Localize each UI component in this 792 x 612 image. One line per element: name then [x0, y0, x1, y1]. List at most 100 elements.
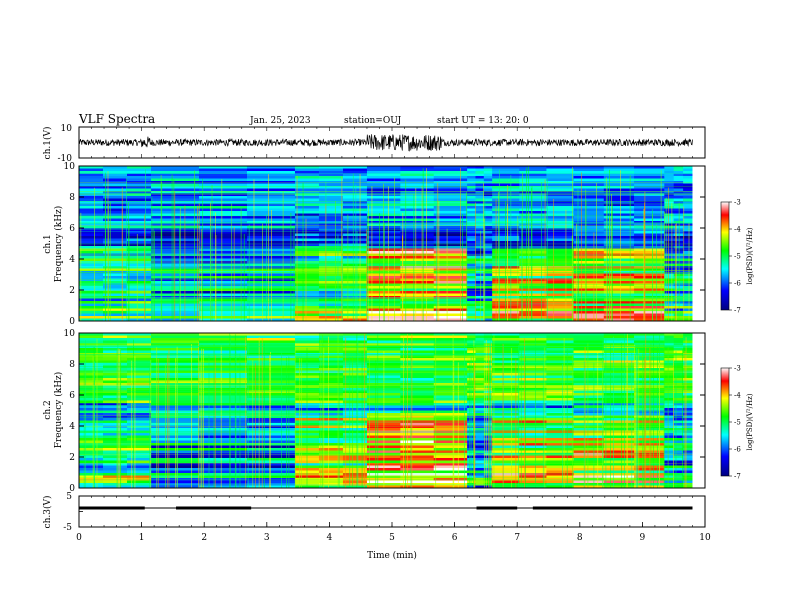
spectrogram-cell [546, 238, 575, 242]
spectrogram-cell [483, 445, 493, 449]
spectrogram-cell [492, 403, 520, 406]
spectrogram-cell [519, 176, 547, 179]
spectrogram-cell [318, 390, 344, 394]
spectrogram-cell [433, 288, 468, 292]
spectrogram-cell [664, 253, 675, 257]
spectrogram-cell [433, 313, 468, 317]
spectrogram-cell [546, 253, 575, 257]
spectrogram-cell [79, 206, 104, 209]
spectrogram-cell [342, 313, 368, 317]
spectrogram-cell [634, 480, 665, 484]
time-tick-label: 6 [452, 533, 458, 543]
spectrogram-cell [492, 186, 520, 189]
date-label: Jan. 25, 2023 [249, 116, 311, 126]
spectrogram-cell [492, 306, 520, 309]
spectrogram-cell [483, 276, 493, 279]
spectrogram-cell [673, 311, 684, 314]
spectrogram-cell [603, 281, 635, 284]
spectrogram-cell [673, 263, 684, 267]
spectrogram-cell [683, 218, 693, 222]
spectrogram-cell [475, 301, 485, 304]
spectrogram-cell [603, 390, 635, 394]
spectrogram-cell [198, 318, 248, 321]
spectrogram-cell [519, 243, 547, 247]
spectrogram-cell [467, 463, 476, 466]
spectrogram-cell [433, 208, 468, 212]
spectrogram-cell [246, 360, 296, 364]
spectrogram-cell [673, 281, 684, 284]
spectrogram-cell [433, 468, 468, 471]
spectrogram-cell [492, 460, 520, 464]
ch3-active-interval [476, 506, 518, 510]
spectrogram-cell [342, 475, 368, 479]
spectrogram-cell [673, 221, 684, 224]
spectrogram-cell [198, 423, 248, 426]
spectrogram-cell [492, 438, 520, 441]
spectrogram-cell [246, 206, 296, 209]
spectrogram-cell [400, 173, 435, 177]
spectrogram-cell [433, 216, 468, 219]
spectrogram-cell [603, 176, 635, 179]
time-tick-label: 5 [389, 533, 395, 543]
spectrogram-cell [673, 333, 684, 336]
spectrogram-cell [573, 291, 605, 294]
spectrogram-cell [603, 236, 635, 239]
spectrogram-cell [634, 398, 665, 401]
spectrogram-cell [79, 318, 104, 321]
spectrogram-cell [318, 400, 344, 404]
spectrogram-cell [366, 178, 401, 182]
spectrogram-cell [102, 318, 128, 321]
spectrogram-cell [433, 173, 468, 177]
spectrogram-cell [573, 375, 605, 379]
spectrogram-cell [342, 191, 368, 194]
spectrogram-cell [475, 405, 485, 409]
spectrogram-cell [467, 338, 476, 341]
spectrogram-cell [673, 228, 684, 232]
spectrogram-cell [198, 365, 248, 369]
spectrogram-cell [483, 398, 493, 401]
spectrogram-cell [475, 241, 485, 244]
spectrogram-cell [150, 166, 200, 169]
spectrogram-cell [150, 268, 200, 272]
spectrogram-cell [294, 343, 320, 346]
spectrogram-cell [467, 268, 476, 272]
spectrogram-cell [634, 221, 665, 224]
spectrogram-cell [683, 236, 693, 239]
spectrogram-cell [519, 218, 547, 222]
spectrogram-cell [102, 226, 128, 229]
spectrogram-cell [673, 460, 684, 464]
spectrogram-cell [475, 340, 485, 344]
spectrogram-cell [519, 458, 547, 461]
spectrogram-cell [433, 438, 468, 441]
spectrogram-cell [573, 413, 605, 416]
spectrogram-cell [683, 373, 693, 376]
spectrogram-cell [126, 445, 152, 449]
spectrogram-cell [79, 171, 104, 174]
spectrogram-cell [573, 168, 605, 172]
spectrogram-cell [294, 196, 320, 199]
spectrogram-cell [603, 455, 635, 459]
spectrogram-cell [603, 373, 635, 376]
spectrogram-cell [400, 433, 435, 436]
spectrogram-cell [683, 316, 693, 319]
spectrogram-cell [603, 428, 635, 431]
spectrogram-cell [603, 340, 635, 344]
spectrogram-cell [246, 418, 296, 421]
spectrogram-cell [492, 450, 520, 454]
spectrogram-cell [126, 350, 152, 354]
spectrogram-cell [634, 193, 665, 197]
spectrogram-cell [492, 473, 520, 476]
spectrogram-cell [246, 403, 296, 406]
spectrogram-cell [318, 276, 344, 279]
spectrogram-cell [342, 183, 368, 187]
spectrogram-cell [467, 468, 476, 471]
spectrogram-cell [102, 335, 128, 339]
spectrogram-cell [433, 273, 468, 277]
spectrogram-cell [318, 201, 344, 204]
spectrogram-cell [79, 365, 104, 369]
spectrogram-cell [475, 348, 485, 351]
time-tick-label: 10 [699, 533, 711, 543]
spectrogram-cell [664, 221, 675, 224]
spectrogram-cell [475, 373, 485, 376]
spectrogram-cell [294, 283, 320, 287]
